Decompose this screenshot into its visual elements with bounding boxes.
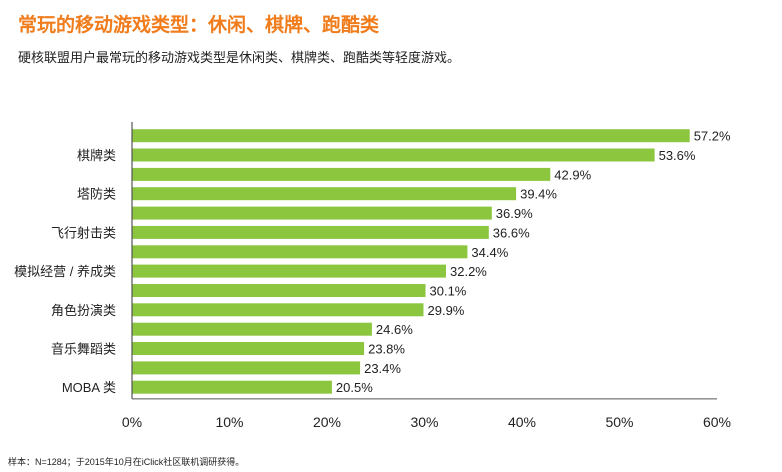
x-tick-label: 50% — [605, 414, 633, 430]
bar-value-label: 36.6% — [493, 225, 530, 240]
x-tick-label: 40% — [508, 414, 536, 430]
category-label: 音乐舞蹈类 — [51, 342, 116, 357]
bar-value-label: 32.2% — [450, 264, 487, 279]
bar — [132, 322, 372, 336]
bar-value-label: 36.9% — [496, 206, 533, 221]
x-tick-label: 60% — [703, 414, 731, 430]
bar — [132, 206, 492, 220]
bar-value-label: 20.5% — [336, 380, 373, 395]
bar — [132, 361, 361, 375]
bar-value-label: 24.6% — [376, 322, 413, 337]
bar — [132, 284, 426, 297]
category-label: 模拟经营 / 养成类 — [14, 264, 116, 279]
value-labels-group: 57.2% 53.6% 42.9% 39.4% 36.9% 36.6% 34.4% 32.2%… — [336, 129, 731, 396]
bar-value-label: 39.4% — [520, 187, 557, 202]
category-label: 棋牌类 — [77, 148, 116, 163]
x-tick-label: 20% — [313, 414, 341, 430]
x-tick-labels-group: 0% 10% 20% 30% 40% 50% 60% — [122, 414, 731, 430]
bar-value-label: 57.2% — [694, 129, 731, 144]
bar-value-label: 30.1% — [430, 284, 467, 299]
category-label: 角色扮演类 — [51, 303, 116, 318]
bar-value-label: 42.9% — [554, 167, 591, 182]
bar-value-label: 29.9% — [428, 303, 465, 318]
bar — [132, 342, 365, 355]
x-tick-label: 10% — [215, 414, 243, 430]
bar-value-label: 23.8% — [368, 342, 405, 357]
bar — [132, 225, 489, 239]
bar — [132, 187, 517, 201]
bar — [132, 148, 655, 162]
bar — [132, 303, 424, 317]
bar — [132, 380, 332, 394]
category-label: MOBA 类 — [62, 380, 116, 395]
bar — [132, 129, 690, 143]
bars-group — [132, 129, 690, 394]
footnote: 样本：N=1284；于2015年10月在iClick社区联机调研获得。 — [8, 457, 245, 467]
chart-title: 常玩的移动游戏类型：休闲、棋牌、跑酷类 — [18, 15, 380, 36]
category-label: 飞行射击类 — [51, 225, 116, 240]
chart-subtitle: 硬核联盟用户最常玩的移动游戏类型是休闲类、棋牌类、跑酷类等轻度游戏。 — [18, 50, 461, 65]
bar — [132, 167, 551, 181]
bar-value-label: 23.4% — [364, 361, 401, 376]
bar-value-label: 34.4% — [471, 245, 508, 260]
category-label: 塔防类 — [77, 187, 116, 202]
x-tick-label: 0% — [122, 414, 142, 430]
x-tick-label: 30% — [410, 414, 438, 430]
bar-value-label: 53.6% — [659, 148, 696, 163]
bar — [132, 264, 446, 278]
bar — [132, 245, 468, 259]
